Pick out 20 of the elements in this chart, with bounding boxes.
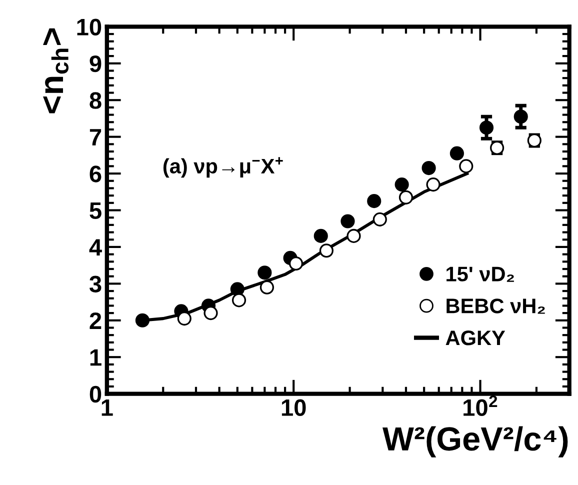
x-tick-label: 10 [282, 399, 306, 416]
x-tick-label: 10$^{2}$ [464, 395, 498, 416]
y-tick-label: 2 [90, 312, 102, 329]
legend-label: AGKY [446, 330, 506, 346]
y-tick-label: 4 [89, 239, 102, 256]
y-tick-label: 9 [90, 55, 102, 72]
legend-label: 15' νD₂ [446, 266, 514, 282]
y-tick-label: 6 [90, 166, 102, 182]
x-axis-title: W²(GeV²/c⁴) [382, 426, 568, 458]
x-tick-label: 1 [102, 400, 113, 416]
y-tick-label: 1 [90, 349, 102, 366]
legend-label: BEBC νH₂ [446, 298, 545, 314]
y-axis-title: <n$_{ch}$> [43, 28, 69, 114]
y-tick-label: 7 [90, 129, 102, 146]
y-tick-label: 3 [89, 276, 102, 292]
y-tick-label: 10 [77, 18, 102, 36]
y-tick-label: 5 [90, 202, 102, 220]
annotation: (a) νp→μ$^{−}$X$^{+}$ [163, 157, 283, 178]
y-tick-label: 0 [90, 386, 102, 403]
y-tick-label: 8 [90, 92, 102, 109]
